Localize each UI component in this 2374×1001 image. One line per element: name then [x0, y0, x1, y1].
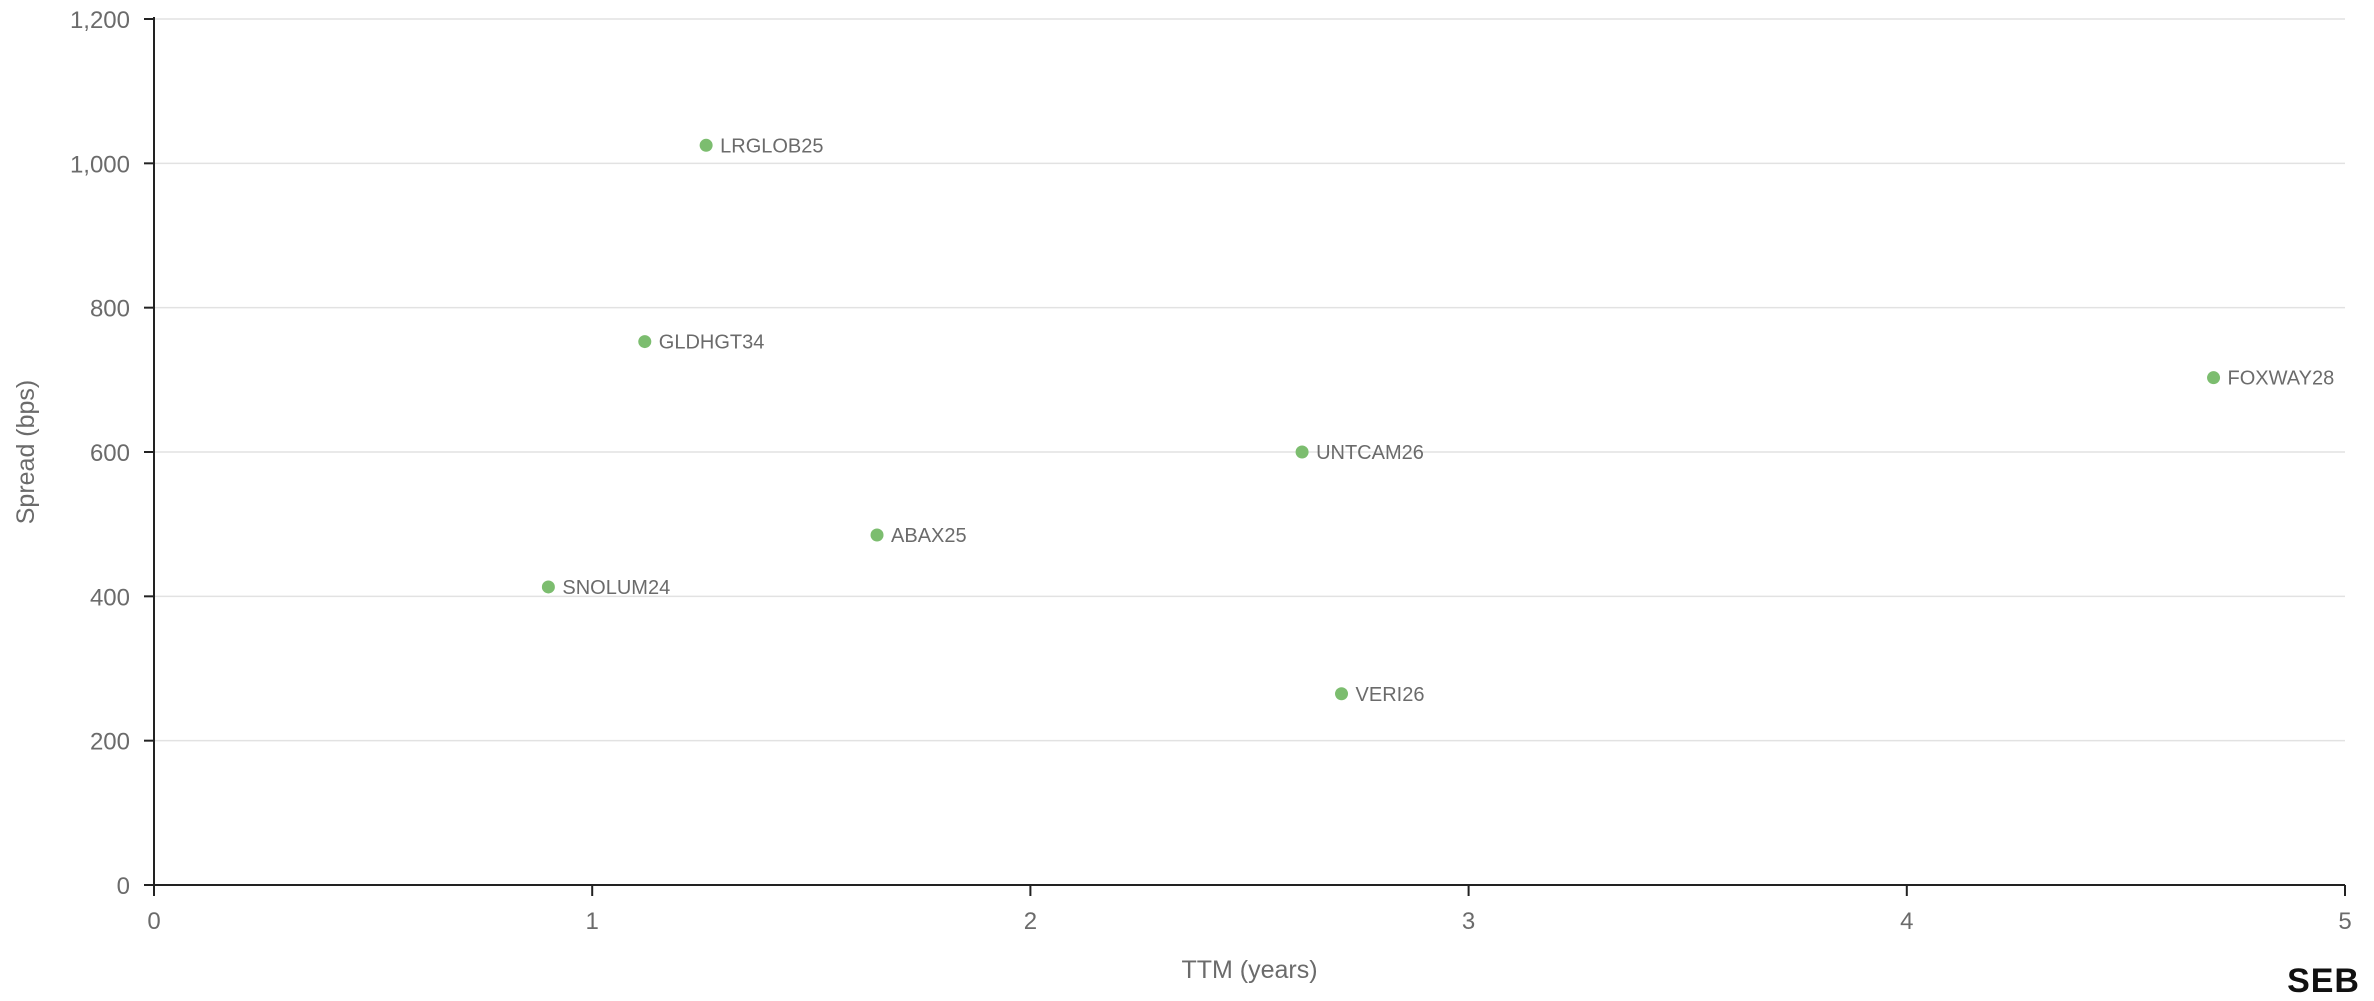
data-point-label: VERI26 — [1356, 684, 1425, 706]
x-axis-ticks: 0 1 2 3 4 5 — [147, 885, 2352, 935]
x-axis-title: TTM (years) — [1181, 956, 1317, 984]
x-tick-label: 4 — [1900, 908, 1913, 935]
data-point — [1335, 687, 1349, 701]
y-axis-ticks: 0 200 400 600 800 1,000 1,200 — [70, 7, 154, 900]
y-tick-label: 600 — [90, 440, 130, 467]
y-tick-label: 800 — [90, 296, 130, 323]
axes — [153, 17, 2345, 886]
data-points: LRGLOB25 GLDHGT34 FOXWAY28 UNTCAM26 ABAX25 SN… — [541, 135, 2335, 706]
seb-logo: SEB — [2287, 962, 2360, 1000]
x-tick-label: 1 — [586, 908, 599, 935]
data-point — [699, 138, 713, 152]
data-point — [2207, 371, 2221, 385]
y-tick-label: 0 — [117, 873, 130, 900]
x-tick-label: 3 — [1462, 908, 1475, 935]
x-tick-label: 5 — [2338, 908, 2351, 935]
y-tick-label: 400 — [90, 584, 130, 611]
data-point — [1295, 445, 1309, 459]
gridlines — [154, 18, 2345, 742]
x-tick-label: 0 — [147, 908, 160, 935]
data-point-label: SNOLUM24 — [562, 577, 670, 599]
data-point — [870, 528, 884, 542]
data-point-label: UNTCAM26 — [1316, 442, 1424, 464]
data-point — [638, 335, 652, 349]
data-point — [541, 580, 555, 594]
y-axis-title: Spread (bps) — [12, 380, 40, 525]
data-point-label: GLDHGT34 — [659, 332, 765, 354]
y-tick-label: 1,200 — [70, 7, 130, 34]
x-tick-label: 2 — [1024, 908, 1037, 935]
y-tick-label: 200 — [90, 729, 130, 756]
y-tick-label: 1,000 — [70, 151, 130, 178]
data-point-label: LRGLOB25 — [720, 135, 823, 157]
data-point-label: ABAX25 — [891, 525, 967, 547]
data-point-label: FOXWAY28 — [2228, 368, 2335, 390]
